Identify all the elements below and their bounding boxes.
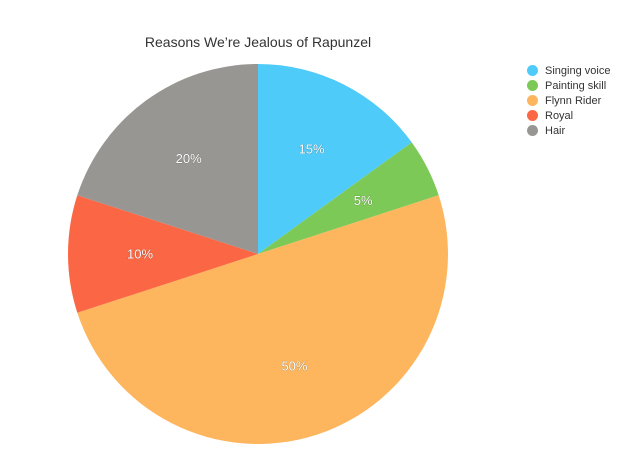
legend-label-royal: Royal (545, 109, 574, 122)
legend-swatch-flynn-rider (527, 95, 538, 106)
legend-swatch-painting-skill (527, 80, 538, 91)
legend-item-hair: Hair (527, 123, 610, 138)
pie-slice-singing-voice (258, 64, 412, 254)
pie-slice-royal (68, 195, 258, 313)
legend-swatch-singing-voice (527, 65, 538, 76)
pie-slices (68, 64, 449, 444)
legend-swatch-royal (527, 110, 538, 121)
slice-label-hair: 20% (176, 151, 202, 166)
legend-item-painting-skill: Painting skill (527, 78, 610, 93)
legend-item-singing-voice: Singing voice (527, 63, 610, 78)
legend-label-painting-skill: Painting skill (545, 79, 607, 92)
pie-slice-hair (77, 64, 259, 254)
legend-item-royal: Royal (527, 108, 610, 123)
pie-slice-painting-skill (258, 142, 439, 254)
legend-label-flynn-rider: Flynn Rider (545, 94, 602, 107)
slice-label-flynn-rider: 50% (281, 359, 307, 374)
legend-item-flynn-rider: Flynn Rider (527, 93, 610, 108)
legend-label-singing-voice: Singing voice (545, 64, 611, 77)
chart-title: Reasons We’re Jealous of Rapunzel (144, 34, 372, 50)
pie-slice-flynn-rider (77, 195, 449, 444)
slice-label-painting-skill: 5% (354, 193, 373, 208)
slice-label-singing-voice: 15% (299, 141, 325, 156)
chart-legend: Singing voice Painting skill Flynn Rider Ro… (527, 63, 610, 138)
legend-label-hair: Hair (545, 124, 566, 137)
slice-label-royal: 10% (127, 247, 153, 262)
pie-slice-labels: 15% 5% 50% 10% 20% (127, 141, 374, 374)
legend-swatch-hair (527, 125, 538, 136)
